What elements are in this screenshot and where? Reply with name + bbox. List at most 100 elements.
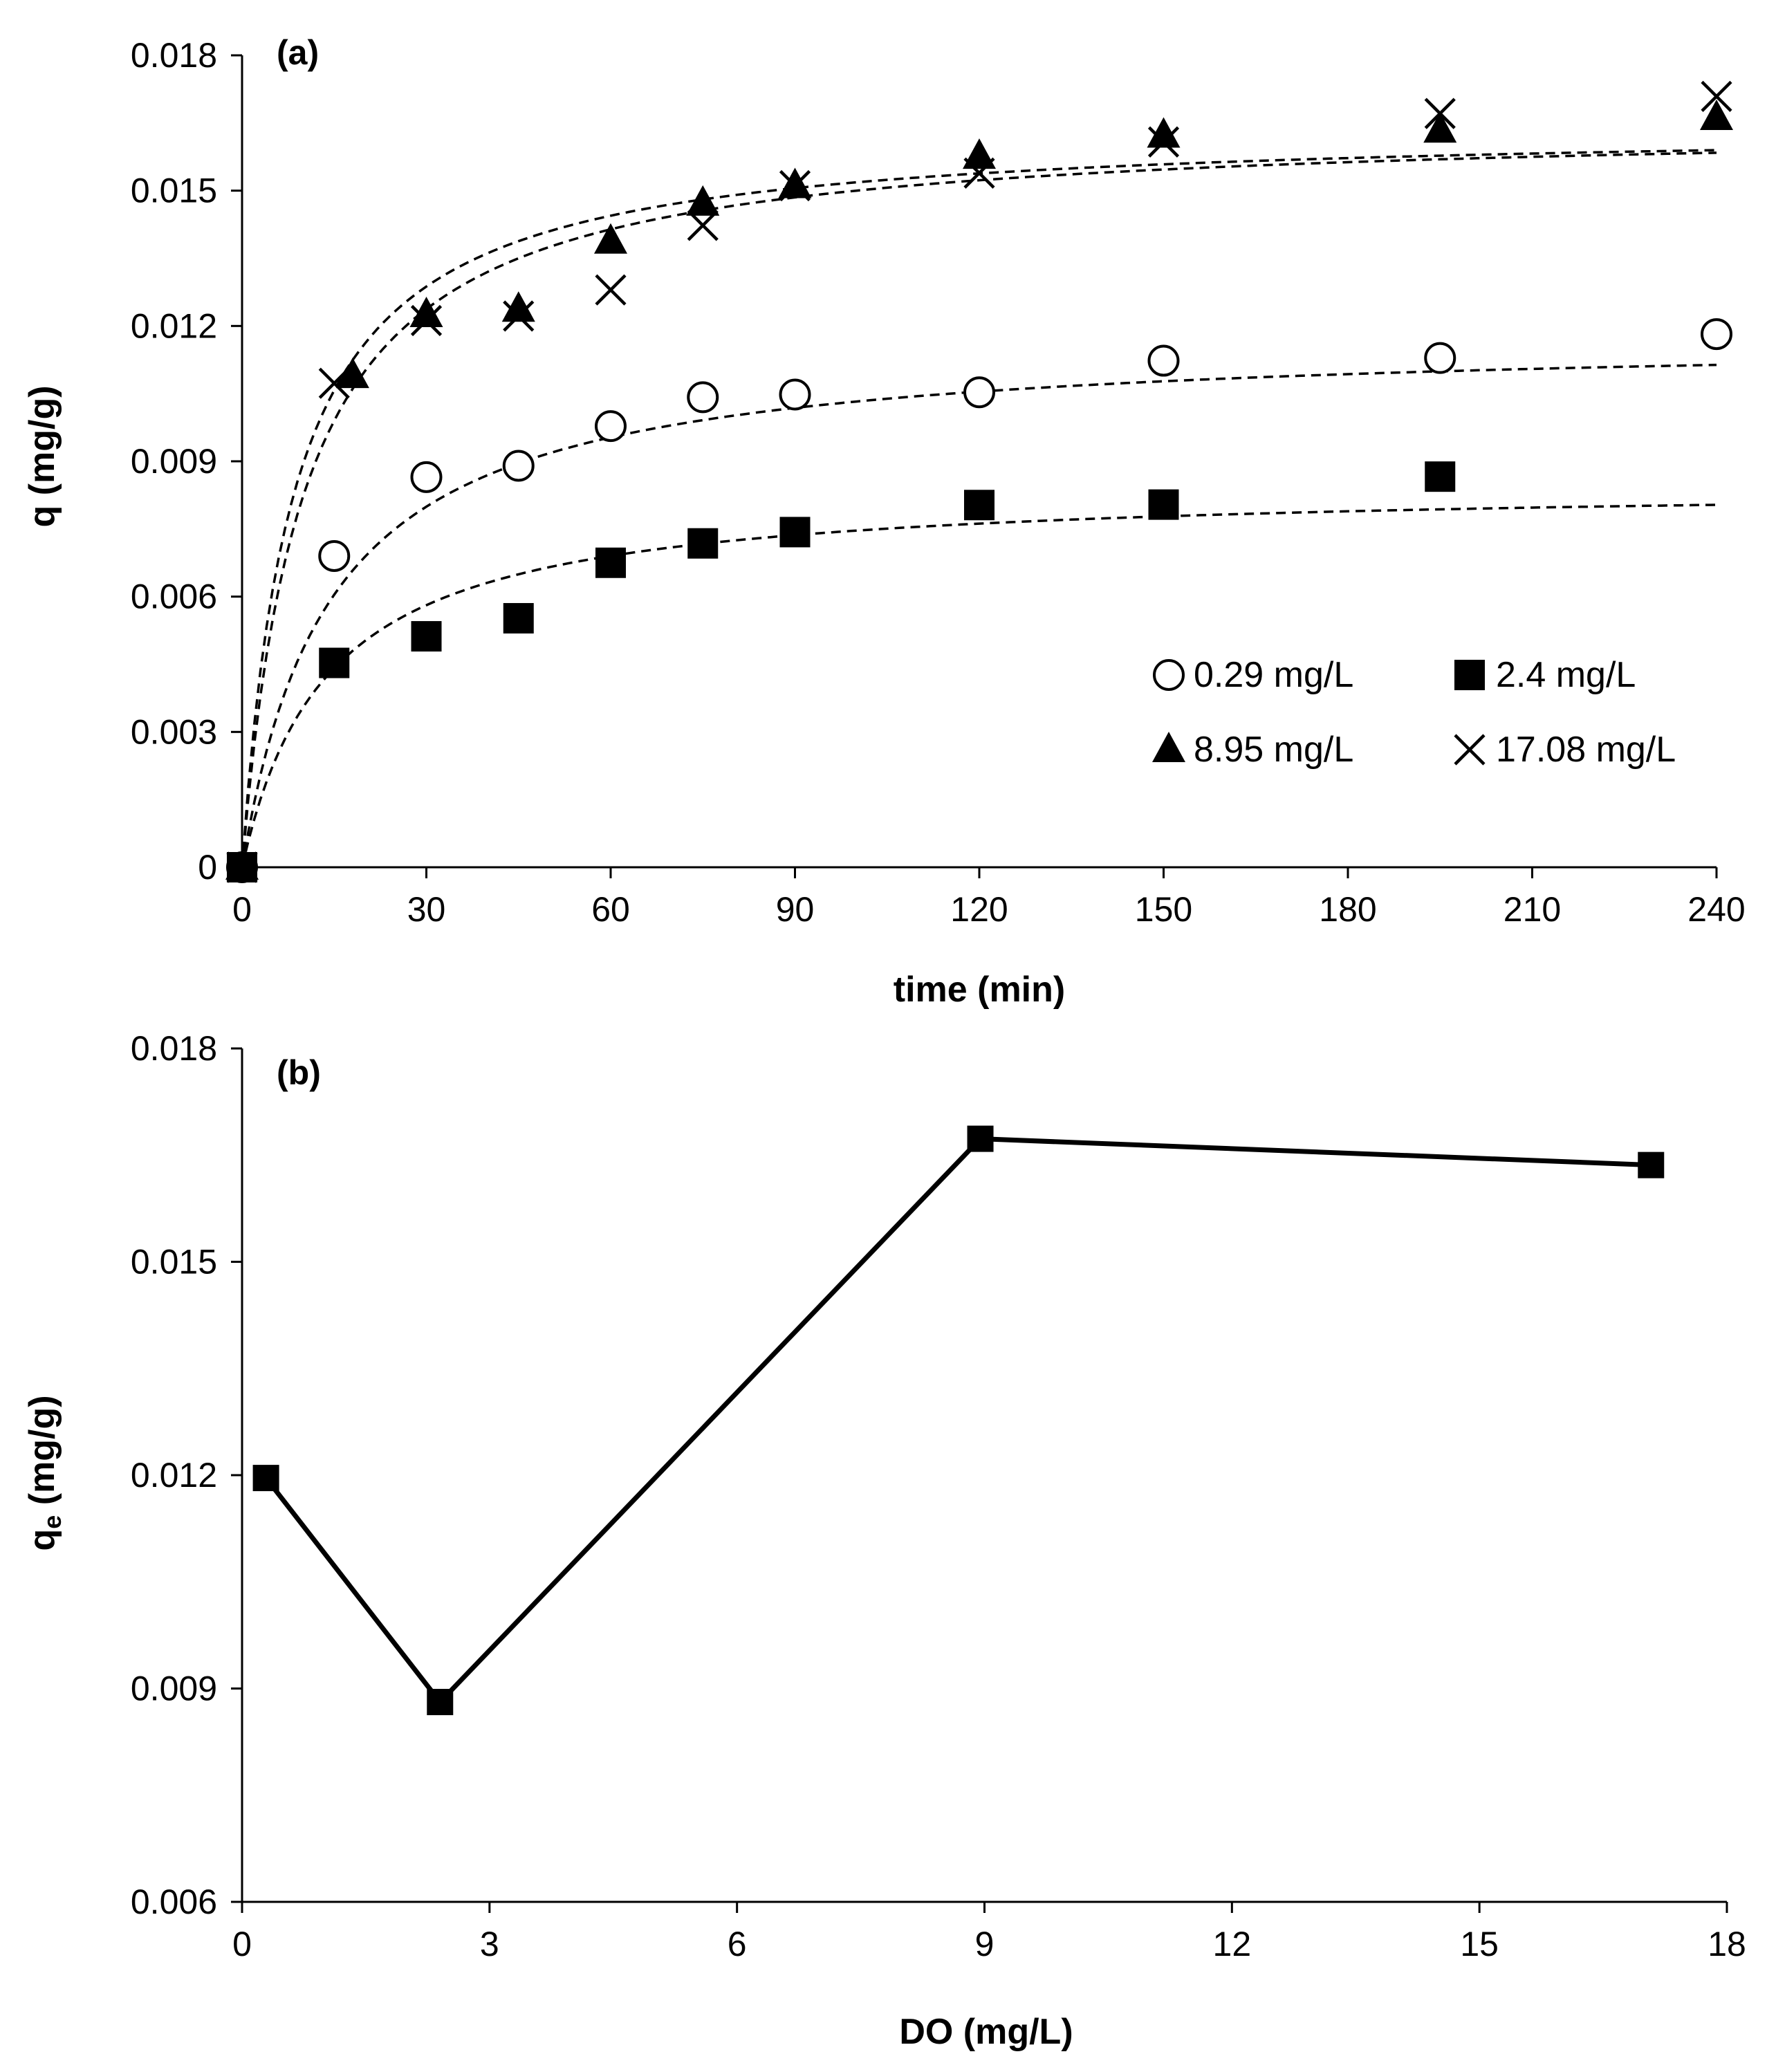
- panel-a-y-tick-labels: 0 0.003 0.006 0.009 0.012 0.015 0.018: [131, 36, 217, 887]
- panel-b-x-axis-title: DO (mg/L): [899, 2012, 1073, 2052]
- panel-a-y-tick-label: 0.003: [131, 712, 217, 751]
- panel-a-y-tick-label: 0.012: [131, 306, 217, 345]
- legend-marker-cross: [1454, 734, 1486, 766]
- data-point-series-1: [779, 517, 811, 548]
- panel-a-x-tick-label: 30: [407, 890, 446, 929]
- data-point-series-3: [963, 157, 995, 189]
- panel-a-x-tick-label: 150: [1135, 890, 1192, 929]
- data-point-series-0: [1147, 344, 1180, 377]
- panel-b-x-tick-label: 15: [1460, 1925, 1499, 1963]
- data-point-series-2: [225, 849, 259, 880]
- panel-b-y-axis-title-subscript: e: [38, 1515, 66, 1529]
- legend-marker-1: [1454, 660, 1485, 690]
- fit-line-series-0: [241, 363, 1717, 868]
- data-point-series-0: [687, 381, 719, 414]
- panel-b-y-tick-labels: 0.006 0.009 0.012 0.015 0.018: [131, 1029, 217, 1921]
- data-point-series-3: [226, 851, 258, 883]
- legend-label-2-4: 2.4 mg/L: [1496, 655, 1636, 695]
- data-point-series-2: [409, 297, 443, 328]
- panel-b-data-points: [252, 1125, 1665, 1716]
- legend-entry-0-29: 0.29 mg/L: [1153, 655, 1353, 695]
- panel-b-x-tick-label: 0: [232, 1925, 252, 1963]
- data-point-series-0: [595, 410, 627, 443]
- panel-a-x-tick-label: 60: [591, 890, 630, 929]
- data-point-series-3: [687, 210, 719, 241]
- data-point-series-2: [1423, 112, 1457, 143]
- data-point-series-0: [779, 378, 811, 411]
- legend-marker-circle: [1153, 659, 1185, 691]
- panel-b-y-axis-title-unit: (mg/g): [22, 1395, 62, 1515]
- data-point-series-1: [595, 547, 626, 578]
- panel-a-x-tick-label: 120: [950, 890, 1008, 929]
- data-point-series-3: [410, 304, 443, 337]
- legend-entry-2-4: 2.4 mg/L: [1454, 655, 1636, 695]
- panel-b-y-tick-label: 0.006: [131, 1883, 217, 1921]
- panel-b-x-tick-label: 18: [1708, 1925, 1746, 1963]
- panel-b-y-tick-label: 0.015: [131, 1243, 217, 1282]
- panel-b-x-tick-labels: 0 3 6 9 12 15 18: [232, 1925, 1746, 1963]
- panel-b-y-tick-label: 0.009: [131, 1669, 217, 1708]
- panel-b-series-line: [263, 1136, 1652, 1706]
- panel-b-y-axis-title-main: q: [22, 1529, 62, 1551]
- data-point-series-1: [1425, 461, 1456, 492]
- panel-b-x-tick-label: 12: [1213, 1925, 1252, 1963]
- data-point-series-3: [318, 367, 350, 399]
- panel-a-label: (a): [277, 33, 319, 72]
- panel-a-y-tick-label: 0.018: [131, 36, 217, 75]
- data-point-series-2: [1700, 100, 1733, 131]
- data-point-series-3: [779, 169, 811, 202]
- data-point-series-3: [1701, 80, 1732, 112]
- legend-entry-8-95: 8.95 mg/L: [1152, 730, 1353, 770]
- data-point-series-1: [319, 647, 350, 678]
- legend-marker-0: [1153, 659, 1185, 691]
- data-point-series-0: [1424, 342, 1456, 374]
- legend-label-17-08: 17.08 mg/L: [1496, 730, 1676, 770]
- data-point-series-1: [411, 621, 442, 652]
- data-point-series-2: [335, 358, 369, 389]
- data-point-series-1: [503, 602, 534, 633]
- panel-a-legend: 0.29 mg/L 2.4 mg/L 8.95 mg/L 17.08 mg/L: [1152, 655, 1676, 770]
- panel-a-x-tick-label: 90: [776, 890, 815, 929]
- legend-marker-3: [1454, 734, 1486, 766]
- panel-b-y-axis-title: qe (mg/g): [22, 1395, 66, 1551]
- data-point-series-1: [964, 490, 994, 521]
- data-point-series-2: [501, 291, 535, 322]
- qe-data-point: [967, 1125, 994, 1152]
- legend-label-0-29: 0.29 mg/L: [1194, 655, 1353, 695]
- panel-a-y-axis-title: q (mg/g): [22, 385, 62, 527]
- panel-a-y-tick-label: 0.009: [131, 442, 217, 481]
- legend-marker-triangle: [1152, 732, 1185, 762]
- fit-line-series-1: [241, 503, 1717, 868]
- panel-b-x-tick-label: 3: [480, 1925, 499, 1963]
- data-point-series-0: [963, 376, 995, 409]
- fit-line-series-2: [241, 151, 1717, 868]
- panel-a-x-axis-title: time (min): [894, 970, 1065, 1010]
- panel-a-data-points: [225, 80, 1733, 883]
- legend-marker-square: [1454, 660, 1485, 690]
- data-point-series-0: [318, 539, 351, 572]
- legend-label-8-95: 8.95 mg/L: [1194, 730, 1353, 770]
- qe-series-line: [263, 1136, 1652, 1706]
- qe-data-point: [1638, 1151, 1665, 1178]
- panel-b-y-tick-label: 0.018: [131, 1029, 217, 1068]
- panel-b-x-tick-label: 9: [975, 1925, 994, 1963]
- data-point-series-3: [1147, 126, 1180, 158]
- panel-a-y-tick-label: 0.015: [131, 172, 217, 210]
- data-point-series-2: [686, 185, 720, 216]
- panel-a-x-tick-label: 240: [1687, 890, 1745, 929]
- data-point-series-3: [1424, 98, 1456, 129]
- data-point-series-1: [1148, 489, 1179, 520]
- panel-a-x-tick-label: 0: [232, 890, 252, 929]
- data-point-series-0: [502, 450, 535, 482]
- panel-b-y-tick-label: 0.012: [131, 1456, 217, 1495]
- data-point-series-3: [595, 274, 627, 306]
- data-point-series-1: [687, 528, 719, 559]
- data-point-series-0: [410, 461, 443, 493]
- data-point-series-2: [778, 167, 812, 198]
- panel-a-y-tick-label: 0: [198, 848, 217, 887]
- data-point-series-0: [1701, 318, 1732, 351]
- legend-marker-2: [1152, 732, 1185, 762]
- legend-entry-17-08: 17.08 mg/L: [1454, 730, 1676, 770]
- panel-a-x-tick-label: 210: [1504, 890, 1561, 929]
